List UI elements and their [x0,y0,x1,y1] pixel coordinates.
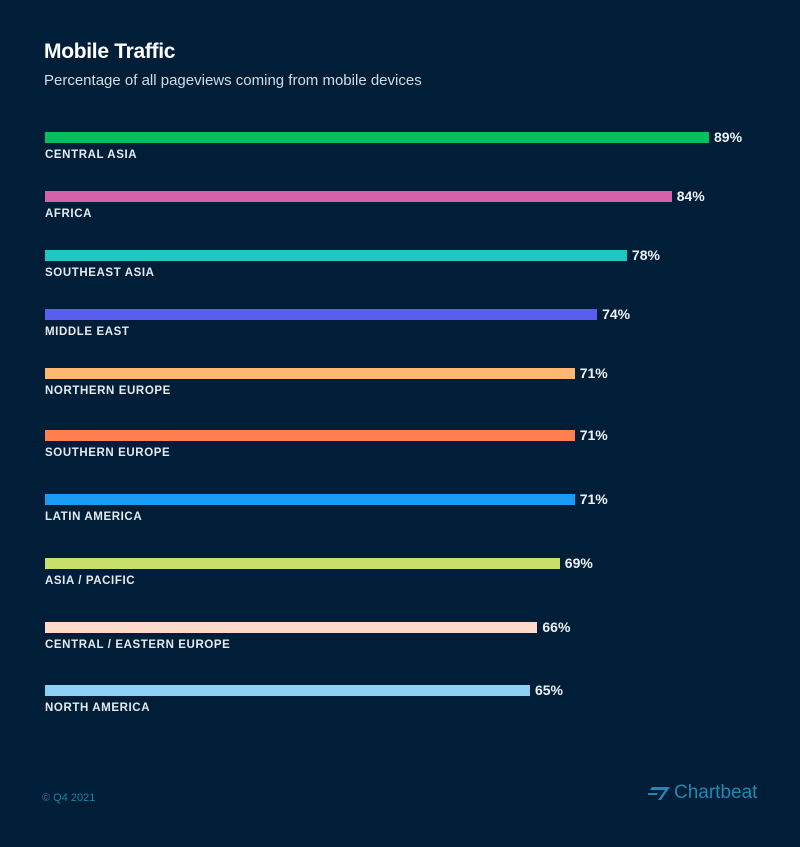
bar-row: 69% ASIA / PACIFIC [45,555,765,598]
value-label: 69% [564,555,593,571]
chart-subtitle: Percentage of all pageviews coming from … [44,72,422,89]
chartbeat-logo: Chartbeat [648,782,757,804]
value-label: 84% [676,188,705,204]
bar [45,685,530,696]
category-label: LATIN AMERICA [45,511,143,523]
bar [45,558,560,569]
bar-row: 71% LATIN AMERICA [45,491,765,534]
value-label: 89% [714,129,743,145]
bar [45,132,709,143]
value-label: 71% [579,427,608,443]
value-label: 74% [602,306,631,322]
chart-title: Mobile Traffic [44,40,176,63]
bar [45,622,538,633]
brand-name: Chartbeat [674,782,758,803]
category-label: CENTRAL ASIA [45,149,138,161]
category-label: AFRICA [45,208,93,220]
bar [45,250,627,261]
copyright: © Q4 2021 [42,792,96,804]
category-label: NORTH AMERICA [45,702,151,714]
category-label: CENTRAL / EASTERN EUROPE [45,639,231,651]
bar [45,430,575,441]
bar-row: 89% CENTRAL ASIA [45,129,765,172]
bar-row: 74% MIDDLE EAST [45,306,765,349]
value-label: 65% [534,682,563,698]
category-label: NORTHERN EUROPE [45,385,171,397]
bar [45,368,575,379]
bar-row: 71% SOUTHERN EUROPE [45,427,765,470]
category-label: ASIA / PACIFIC [45,575,136,587]
category-label: SOUTHEAST ASIA [45,267,155,279]
bar [45,494,575,505]
bar-row: 78% SOUTHEAST ASIA [45,247,765,290]
bar [45,191,672,202]
chartbeat-logo-icon [648,787,670,800]
value-label: 78% [631,247,660,263]
bar-row: 65% NORTH AMERICA [45,682,765,725]
value-label: 66% [542,619,571,635]
category-label: SOUTHERN EUROPE [45,447,171,459]
category-label: MIDDLE EAST [45,326,130,338]
bar-row: 71% NORTHERN EUROPE [45,365,765,408]
value-label: 71% [579,365,608,381]
bar-row: 66% CENTRAL / EASTERN EUROPE [45,619,765,662]
bar-row: 84% AFRICA [45,188,765,231]
value-label: 71% [579,491,608,507]
bar [45,309,598,320]
